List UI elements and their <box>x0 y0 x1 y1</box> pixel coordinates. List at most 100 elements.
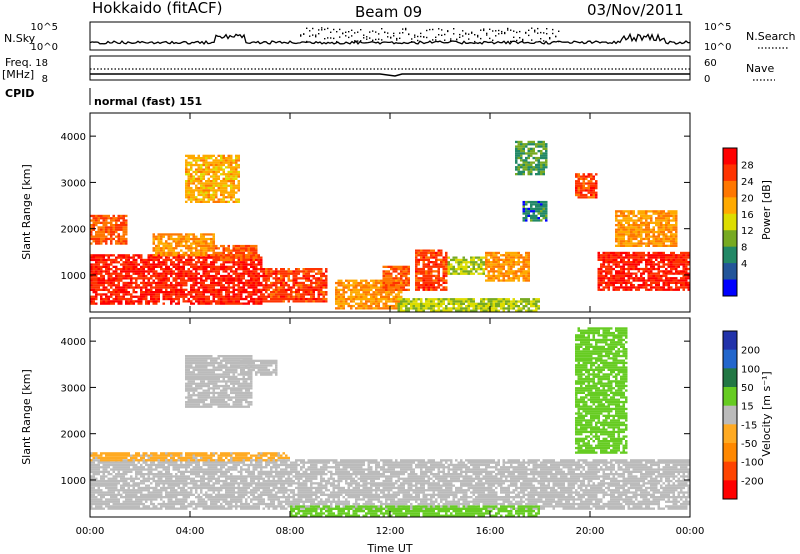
data-cell <box>125 263 128 266</box>
data-cell <box>390 284 393 287</box>
data-cell <box>612 277 615 280</box>
data-cell <box>417 307 420 310</box>
data-cell <box>435 286 438 289</box>
data-cell <box>627 258 630 261</box>
data-cell <box>225 258 228 261</box>
data-cell <box>157 291 160 294</box>
nsky-tick-bottom: 10^0 <box>31 42 58 53</box>
data-cell <box>485 298 488 301</box>
data-cell <box>265 297 268 301</box>
data-cell <box>207 295 210 298</box>
data-cell <box>660 233 663 236</box>
data-cell <box>115 221 118 224</box>
data-cell <box>180 286 183 289</box>
data-cell <box>457 268 460 271</box>
data-cell <box>400 298 403 301</box>
data-cell <box>105 286 108 289</box>
data-cell <box>92 466 95 469</box>
data-cell <box>620 219 623 222</box>
data-cell <box>627 233 630 236</box>
data-cell <box>625 244 628 247</box>
data-cell <box>95 258 98 262</box>
data-cell <box>270 274 273 278</box>
data-cell <box>490 277 493 280</box>
data-cell <box>172 279 175 282</box>
data-cell <box>115 224 118 227</box>
data-cell <box>202 258 205 262</box>
data-cell <box>407 272 410 275</box>
data-cell <box>162 286 165 289</box>
data-cell <box>627 267 630 271</box>
data-cell <box>177 293 180 296</box>
data-cell <box>210 254 213 257</box>
data-cell <box>107 281 110 285</box>
data-cell <box>437 305 440 308</box>
data-cell <box>430 261 433 264</box>
data-cell <box>347 284 350 287</box>
data-cell <box>107 274 110 278</box>
data-cell <box>310 281 313 285</box>
data-cell <box>237 284 240 287</box>
data-cell <box>540 168 543 171</box>
data-cell <box>537 163 540 167</box>
data-cell <box>457 305 460 308</box>
data-cell <box>665 228 668 231</box>
data-cell <box>450 258 453 262</box>
data-cell <box>287 288 290 291</box>
data-cell <box>100 228 103 231</box>
data-cell <box>200 247 203 250</box>
data-cell <box>647 221 650 224</box>
data-cell <box>350 288 353 292</box>
data-cell <box>587 191 590 194</box>
data-cell <box>610 251 613 255</box>
data-cell <box>260 293 263 296</box>
data-cell <box>687 277 690 280</box>
data-cell <box>432 302 435 305</box>
data-cell <box>130 279 133 282</box>
data-cell <box>500 305 503 308</box>
data-cell <box>222 279 225 282</box>
data-cell <box>660 242 663 245</box>
data-cell <box>527 251 530 255</box>
data-cell <box>290 279 293 282</box>
data-cell <box>165 233 168 236</box>
data-cell <box>275 268 278 271</box>
power-data <box>90 140 690 312</box>
data-cell <box>685 272 688 275</box>
data-cell <box>242 286 245 289</box>
data-cell <box>200 157 203 160</box>
data-cell <box>527 173 530 176</box>
data-cell <box>320 268 323 271</box>
data-cell <box>112 293 115 296</box>
data-cell <box>322 293 325 296</box>
data-cell <box>242 281 245 285</box>
data-cell <box>362 295 365 298</box>
data-cell <box>185 261 188 264</box>
data-cell <box>185 180 188 183</box>
data-cell <box>507 279 510 282</box>
data-cell <box>627 272 630 275</box>
data-cell <box>657 230 660 234</box>
data-cell <box>632 235 635 238</box>
data-cell <box>630 217 633 220</box>
data-cell <box>182 256 185 259</box>
data-cell <box>472 302 475 305</box>
data-cell <box>127 291 130 294</box>
data-cell <box>265 277 268 280</box>
data-cell <box>647 277 650 280</box>
data-cell <box>600 288 603 291</box>
data-cell <box>517 143 520 146</box>
data-cell <box>440 300 443 303</box>
data-cell <box>187 168 190 171</box>
data-cell <box>117 279 120 282</box>
data-cell <box>162 242 165 245</box>
data-cell <box>627 230 630 234</box>
data-cell <box>100 237 103 241</box>
data-cell <box>635 242 638 245</box>
data-cell <box>265 291 268 294</box>
data-cell <box>602 251 605 255</box>
data-cell <box>610 256 613 259</box>
data-cell <box>232 184 235 187</box>
data-cell <box>462 272 465 275</box>
nave-label: Nave <box>746 62 774 75</box>
